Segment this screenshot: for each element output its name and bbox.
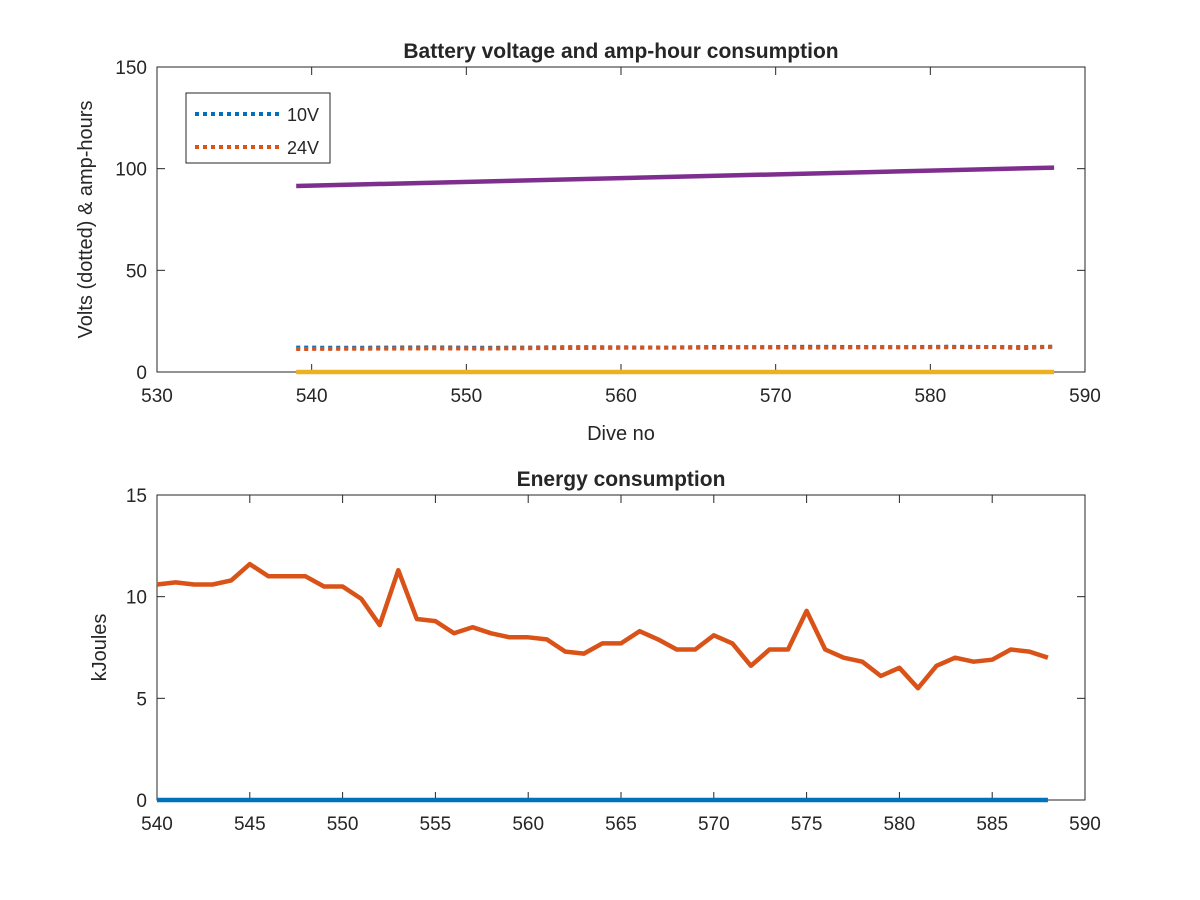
x-axis-label: Dive no	[587, 423, 655, 445]
y-tick-label: 150	[115, 58, 147, 79]
x-tick-label: 560	[512, 814, 544, 835]
x-tick-label: 565	[605, 814, 637, 835]
x-tick-label: 540	[296, 386, 328, 407]
x-tick-label: 550	[450, 386, 482, 407]
series-group	[296, 165, 1055, 375]
series-line-2	[156, 561, 1049, 691]
x-tick-label: 545	[234, 814, 266, 835]
legend-box	[185, 92, 331, 164]
y-tick-label: 0	[136, 791, 147, 812]
x-tick-label: 530	[141, 386, 173, 407]
plot-area-frame	[156, 494, 1086, 801]
y-axis-label: Volts (dotted) & amp-hours	[75, 101, 97, 339]
x-tick-label: 580	[884, 814, 916, 835]
series-line-24v	[296, 344, 1055, 351]
x-tick-label: 540	[141, 814, 173, 835]
legend: 10V 24V	[185, 92, 331, 164]
x-tick-label: 570	[698, 814, 730, 835]
x-tick-label: 585	[976, 814, 1008, 835]
chart-title: Battery voltage and amp-hour consumption	[403, 40, 838, 63]
x-tick-label: 560	[605, 386, 637, 407]
x-tick-label: 550	[327, 814, 359, 835]
x-tick-label: 590	[1069, 386, 1101, 407]
chart-2: Energy consumption 540 545 550 555 560 565 570 5…	[89, 468, 1101, 835]
chart-title: Energy consumption	[517, 468, 726, 491]
chart-1: Battery voltage and amp-hour consumption…	[75, 40, 1101, 445]
x-tick-label: 555	[420, 814, 452, 835]
x-tick-label: 575	[791, 814, 823, 835]
legend-label: 10V	[287, 105, 319, 125]
y-tick-label: 100	[115, 160, 147, 181]
y-tick-label: 15	[126, 486, 147, 507]
x-tick-label: 580	[914, 386, 946, 407]
y-tick-label: 0	[136, 363, 147, 384]
y-tick-label: 10	[126, 588, 147, 609]
x-tick-label: 590	[1069, 814, 1101, 835]
y-tick-label: 5	[136, 689, 147, 710]
y-tick-label: 50	[126, 261, 147, 282]
legend-label: 24V	[287, 138, 319, 158]
series-line-3	[296, 165, 1055, 189]
series-group	[156, 561, 1049, 803]
x-tick-label: 570	[760, 386, 792, 407]
y-axis-label: kJoules	[89, 614, 111, 682]
